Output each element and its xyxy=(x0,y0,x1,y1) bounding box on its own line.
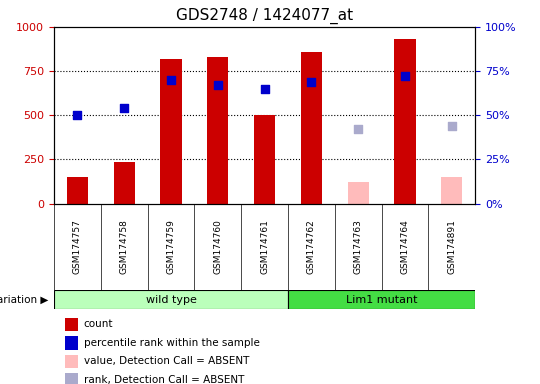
Point xyxy=(213,82,222,88)
Bar xyxy=(114,162,135,204)
Text: GSM174759: GSM174759 xyxy=(166,219,176,274)
Point xyxy=(260,86,269,92)
Point xyxy=(120,105,129,111)
Text: Lim1 mutant: Lim1 mutant xyxy=(346,295,417,305)
Point xyxy=(354,126,362,132)
Point xyxy=(73,112,82,118)
Text: GSM174761: GSM174761 xyxy=(260,219,269,274)
Bar xyxy=(54,290,288,309)
Bar xyxy=(394,39,416,204)
Bar xyxy=(348,182,369,204)
Title: GDS2748 / 1424077_at: GDS2748 / 1424077_at xyxy=(176,8,353,24)
Bar xyxy=(67,177,88,204)
Bar xyxy=(207,57,228,204)
Text: genotype/variation ▶: genotype/variation ▶ xyxy=(0,295,49,305)
Text: rank, Detection Call = ABSENT: rank, Detection Call = ABSENT xyxy=(84,375,244,384)
Text: GSM174891: GSM174891 xyxy=(447,219,456,274)
Text: GSM174764: GSM174764 xyxy=(401,219,409,274)
Point xyxy=(307,79,316,85)
Text: value, Detection Call = ABSENT: value, Detection Call = ABSENT xyxy=(84,356,249,366)
Bar xyxy=(288,290,475,309)
Text: GSM174762: GSM174762 xyxy=(307,219,316,274)
Text: GSM174757: GSM174757 xyxy=(73,219,82,274)
Text: count: count xyxy=(84,319,113,329)
Bar xyxy=(441,177,462,204)
Text: percentile rank within the sample: percentile rank within the sample xyxy=(84,338,260,348)
Point xyxy=(448,123,456,129)
Point xyxy=(167,77,176,83)
Text: GSM174760: GSM174760 xyxy=(213,219,222,274)
Bar xyxy=(254,115,275,204)
Text: GSM174763: GSM174763 xyxy=(354,219,363,274)
Text: wild type: wild type xyxy=(146,295,197,305)
Point xyxy=(401,73,409,79)
Bar xyxy=(160,59,181,204)
Bar xyxy=(301,51,322,204)
Text: GSM174758: GSM174758 xyxy=(120,219,129,274)
